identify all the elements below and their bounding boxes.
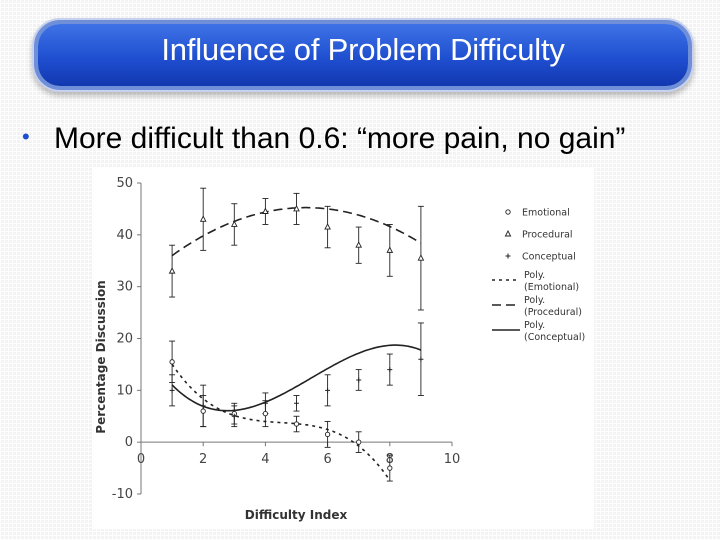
x-tick-label: 6 <box>323 452 331 467</box>
conceptual-point <box>325 387 331 393</box>
procedural-point <box>199 215 207 222</box>
procedural-point <box>168 267 176 274</box>
y-tick-label: 40 <box>116 228 133 243</box>
emotional-point <box>262 411 269 417</box>
procedural-point <box>262 207 269 214</box>
conceptual-point <box>294 400 299 406</box>
legend-triangle-icon <box>504 230 512 237</box>
legend-label: Poly. <box>524 320 545 331</box>
y-tick-label: 0 <box>125 435 133 450</box>
trendline-solid <box>171 344 422 412</box>
trendline-dashed <box>171 206 422 257</box>
emotional-point <box>324 431 331 438</box>
trendline-dotted <box>171 363 391 481</box>
legend-circle-icon <box>505 209 511 215</box>
x-tick-label: 4 <box>261 452 269 467</box>
conceptual-point <box>418 356 424 362</box>
conceptual-point <box>169 387 175 393</box>
procedural-point <box>230 220 238 227</box>
y-tick-label: 30 <box>116 280 133 295</box>
slide-title: Influence of Problem Difficulty <box>161 32 565 67</box>
errorbars-layer <box>169 187 424 482</box>
conceptual-point <box>262 400 268 406</box>
legend-label-sub: (Procedural) <box>524 307 582 318</box>
procedural-point <box>355 241 363 248</box>
x-tick-label: 2 <box>199 452 207 467</box>
emotional-point <box>293 421 300 427</box>
points-layer <box>168 204 425 471</box>
x-axis-title: Difficulty Index <box>245 508 348 522</box>
bullet-icon: • <box>22 124 30 149</box>
bullet-text: More difficult than 0.6: “more pain, no … <box>54 122 626 155</box>
legend: EmotionalProceduralConceptualPoly.(Emoti… <box>492 208 585 343</box>
emotional-point <box>387 465 393 471</box>
y-tick-label: 50 <box>116 176 133 191</box>
emotional-point <box>169 359 175 365</box>
legend-label: Poly. <box>524 270 545 281</box>
conceptual-point <box>231 413 237 419</box>
conceptual-point <box>200 403 206 409</box>
y-tick-label: -10 <box>112 487 133 502</box>
legend-label: Emotional <box>522 208 570 219</box>
procedural-point <box>417 254 425 261</box>
procedural-point <box>386 246 394 253</box>
trendlines-layer <box>171 206 422 481</box>
y-tick-label: 20 <box>116 332 133 347</box>
y-tick-label: 10 <box>116 383 133 398</box>
title-banner: Influence of Problem Difficulty <box>38 24 688 86</box>
legend-label-sub: (Emotional) <box>524 282 579 293</box>
conceptual-point <box>356 377 362 383</box>
procedural-point <box>293 204 300 212</box>
procedural-point <box>324 223 331 230</box>
chart-panel: 50 40 30 20 10 0 -10 0 2 4 6 8 10 Emotional Procedura… <box>92 167 594 529</box>
y-axis-title: Percentage Discussion <box>94 280 108 433</box>
legend-label-sub: (Conceptual) <box>524 332 585 343</box>
x-tick-label: 10 <box>444 452 461 467</box>
x-tick-label: 0 <box>137 452 145 467</box>
legend-label: Procedural <box>522 230 573 241</box>
legend-label: Poly. <box>524 295 545 306</box>
emotional-point <box>200 408 206 414</box>
legend-label: Conceptual <box>522 252 576 263</box>
legend-plus-icon <box>505 253 511 259</box>
conceptual-point <box>387 367 393 373</box>
emotional-point <box>356 439 362 445</box>
